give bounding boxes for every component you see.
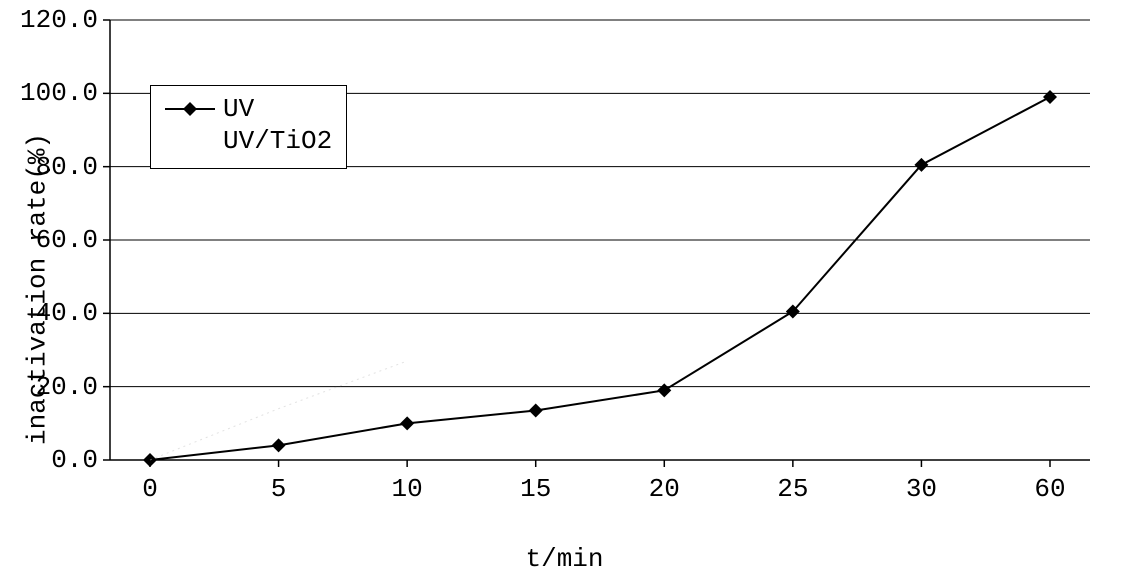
y-tick-label: 80.0	[36, 152, 98, 182]
chart-container: inactivation rate(%) 05101520253060 0.02…	[0, 0, 1129, 578]
series-marker-0	[529, 404, 543, 418]
series-marker-0	[400, 416, 414, 430]
x-tick-label: 0	[142, 474, 158, 504]
y-tick-label: 40.0	[36, 298, 98, 328]
legend-item: UV/TiO2	[165, 126, 332, 156]
legend-swatch	[165, 97, 215, 121]
series-marker-0	[272, 438, 286, 452]
y-tick-label: 0.0	[51, 445, 98, 475]
x-tick-label: 20	[649, 474, 680, 504]
y-tick-label: 20.0	[36, 372, 98, 402]
legend-label: UV/TiO2	[223, 126, 332, 156]
legend-swatch	[165, 129, 215, 153]
x-tick-label: 60	[1034, 474, 1065, 504]
legend-item: UV	[165, 94, 332, 124]
x-tick-label: 30	[906, 474, 937, 504]
y-tick-label: 60.0	[36, 225, 98, 255]
y-tick-label: 120.0	[20, 5, 98, 35]
x-tick-label: 10	[392, 474, 423, 504]
x-tick-label: 5	[271, 474, 287, 504]
series-marker-0	[1043, 90, 1057, 104]
x-axis-title: t/min	[525, 544, 603, 574]
y-tick-label: 100.0	[20, 78, 98, 108]
x-tick-label: 15	[520, 474, 551, 504]
legend-label: UV	[223, 94, 254, 124]
x-tick-label: 25	[777, 474, 808, 504]
legend: UVUV/TiO2	[150, 85, 347, 169]
series-marker-0	[657, 383, 671, 397]
